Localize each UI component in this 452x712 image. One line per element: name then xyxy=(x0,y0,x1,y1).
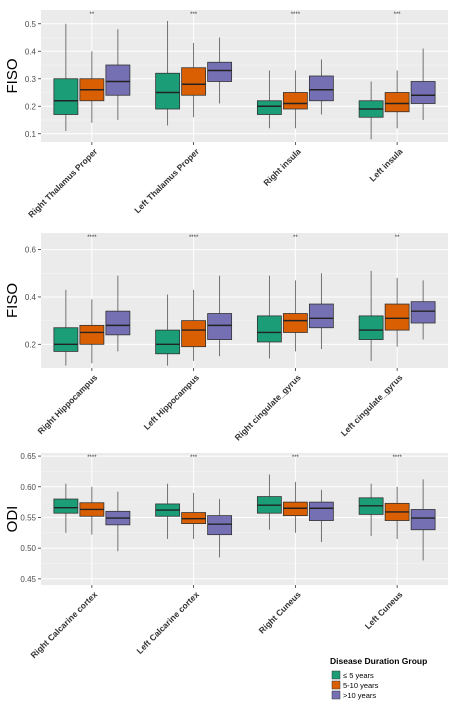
box xyxy=(207,515,233,536)
x-category-label: Right Cuneus xyxy=(257,589,303,635)
box xyxy=(282,92,308,110)
significance-label: ** xyxy=(293,235,298,241)
legend-label: ≤ 5 years xyxy=(343,671,374,680)
x-category-label: Left Thalamus Proper xyxy=(132,146,201,215)
x-category-label: Left Cuneus xyxy=(363,589,405,631)
significance-label: *** xyxy=(292,455,300,461)
y-axis-label: ODI xyxy=(4,506,21,533)
box xyxy=(358,315,384,340)
box xyxy=(256,315,282,343)
x-category-label: Right Calcarine cortex xyxy=(28,589,99,660)
x-category-label: Right Thalamus Proper xyxy=(26,146,100,220)
box xyxy=(53,498,79,514)
category-group: *** xyxy=(256,455,334,543)
box xyxy=(105,64,131,96)
category-group: ** xyxy=(53,12,131,131)
box xyxy=(256,100,282,115)
significance-label: **** xyxy=(291,12,301,18)
category-group: *** xyxy=(358,12,436,140)
panel-3: 0.45 0.50 0.55 0.60 0.65 ODI **** Right Calcari… xyxy=(4,452,448,660)
category-group: *** xyxy=(155,455,233,558)
box xyxy=(155,329,181,355)
box xyxy=(410,509,436,531)
legend-label: 5-10 years xyxy=(343,681,379,690)
y-tick-label: 0.2 xyxy=(25,102,37,111)
box xyxy=(53,78,79,115)
y-tick-label: 0.60 xyxy=(20,483,36,492)
category-group: **** xyxy=(53,455,131,552)
x-category-label: Right insula xyxy=(261,146,303,188)
y-tick-label: 0.55 xyxy=(20,513,36,522)
box xyxy=(155,72,181,110)
y-tick-label: 0.65 xyxy=(20,452,36,461)
y-tick-label: 0.45 xyxy=(20,575,36,584)
y-axis-label: FISO xyxy=(4,283,21,318)
significance-label: *** xyxy=(190,455,198,461)
box xyxy=(384,303,410,331)
x-category-label: Right Hippocampus xyxy=(35,372,99,436)
significance-label: ** xyxy=(90,12,95,18)
legend-swatch xyxy=(331,670,341,680)
box xyxy=(308,75,334,102)
y-tick-label: 0.3 xyxy=(25,75,37,84)
y-tick-label: 0.4 xyxy=(25,47,37,56)
box xyxy=(308,501,334,521)
box xyxy=(181,320,207,348)
category-group: **** xyxy=(53,235,131,366)
category-group: ** xyxy=(256,235,334,359)
box xyxy=(79,324,105,345)
box xyxy=(207,313,233,340)
x-category-label: Left insula xyxy=(367,146,404,183)
box xyxy=(105,310,131,336)
box xyxy=(384,92,410,113)
y-axis-label: FISO xyxy=(4,58,21,93)
box xyxy=(181,67,207,96)
significance-label: **** xyxy=(392,455,402,461)
x-category-label: Left Calcarine cortex xyxy=(135,589,202,656)
x-category-label: Left cingulate_gyrus xyxy=(339,372,405,438)
x-category-label: Left Hippocampus xyxy=(142,372,202,432)
category-group: *** xyxy=(155,12,233,126)
y-tick-label: 0.6 xyxy=(25,246,37,255)
box xyxy=(282,313,308,333)
box xyxy=(308,303,334,329)
panel-1: 0.1 0.2 0.3 0.4 0.5 FISO ** Right Thalamus Prop… xyxy=(4,10,448,220)
significance-label: **** xyxy=(189,235,199,241)
box xyxy=(410,301,436,324)
panel-background xyxy=(41,10,448,142)
significance-label: **** xyxy=(87,235,97,241)
y-tick-label: 0.2 xyxy=(25,340,37,349)
x-category-label: Right cingulate_gyrus xyxy=(233,372,303,442)
significance-label: ** xyxy=(395,235,400,241)
category-group: **** xyxy=(256,12,334,129)
box xyxy=(410,81,436,104)
significance-label: *** xyxy=(190,12,198,18)
y-tick-label: 0.50 xyxy=(20,544,36,553)
y-tick-label: 0.5 xyxy=(25,20,37,29)
y-tick-label: 0.4 xyxy=(25,293,37,302)
panel-background xyxy=(41,233,448,368)
legend-label: >10 years xyxy=(343,691,376,700)
box xyxy=(207,61,233,82)
category-group: **** xyxy=(358,455,436,561)
y-tick-label: 0.1 xyxy=(25,130,37,139)
legend-swatch xyxy=(331,680,341,690)
box xyxy=(53,327,79,352)
category-group: ** xyxy=(358,235,436,361)
significance-label: *** xyxy=(394,12,402,18)
category-group: **** xyxy=(155,235,233,366)
significance-label: **** xyxy=(87,455,97,461)
legend-title: Disease Duration Group xyxy=(330,656,427,666)
legend-swatch xyxy=(331,690,341,700)
